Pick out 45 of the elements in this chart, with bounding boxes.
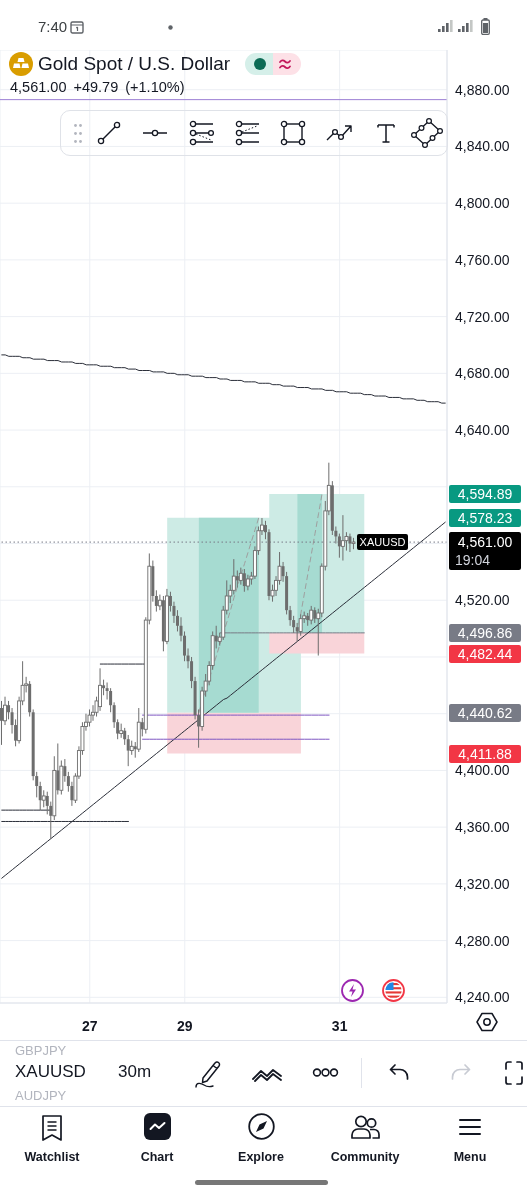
text: 4,578.23 [449,508,521,527]
text: GBPJPY [15,1043,67,1058]
candlestick [126,734,130,767]
y-tick-label: 4,640.00 [455,422,510,439]
text: 4,496.86 [449,624,521,643]
text: 7:40 [38,18,68,36]
y-tick-label: 4,280.00 [455,932,510,949]
y-tick-label: 4,880.00 [455,81,510,98]
text: 4,411.88 [449,744,521,763]
x-tick-label: 29 [176,1017,193,1034]
text: 4,440.62 [449,703,521,722]
y-tick-label: 4,800.00 [455,195,510,212]
y-tick-label: 4,720.00 [455,308,510,325]
chart-title: Gold Spot / U.S. Dollar [38,53,231,74]
y-tick-label: 4,680.00 [455,365,510,382]
candlestick [295,622,299,642]
y-tick-label: 4,520.00 [455,592,510,609]
text: Watchlist [23,1150,81,1165]
text: 4,561.00 +49.79 (+1.10%) [10,79,185,95]
ref-line-label: 4,561.00 [456,534,514,551]
y-tick-label: 4,240.00 [455,989,510,1006]
annotation: XAUUSD [357,534,408,551]
y-tick-label: 4,400.00 [455,762,510,779]
text: AUDJPY [15,1088,67,1103]
text: XAUUSD [15,1062,86,1082]
x-tick-label: 27 [81,1017,98,1034]
text: Menu [452,1150,488,1165]
x-tick-label: 31 [331,1017,348,1034]
text: 4,482.44 [449,644,521,663]
line-series [1,521,446,879]
text: 4,594.89 [449,485,521,504]
text: 30m [118,1062,152,1082]
text: 19:04 [455,552,491,569]
text: Community [329,1150,401,1165]
candlestick [0,700,3,746]
text: Explore [237,1150,285,1165]
candlestick [38,781,42,811]
candlestick [340,514,345,562]
y-tick-label: 4,320.00 [455,875,510,892]
y-tick-label: 4,760.00 [455,251,510,268]
y-tick-label: 4,360.00 [455,819,510,836]
y-tick-label: 4,840.00 [455,138,510,155]
text: Chart [139,1150,175,1165]
candlestick [154,589,158,613]
line-series [1,354,446,404]
